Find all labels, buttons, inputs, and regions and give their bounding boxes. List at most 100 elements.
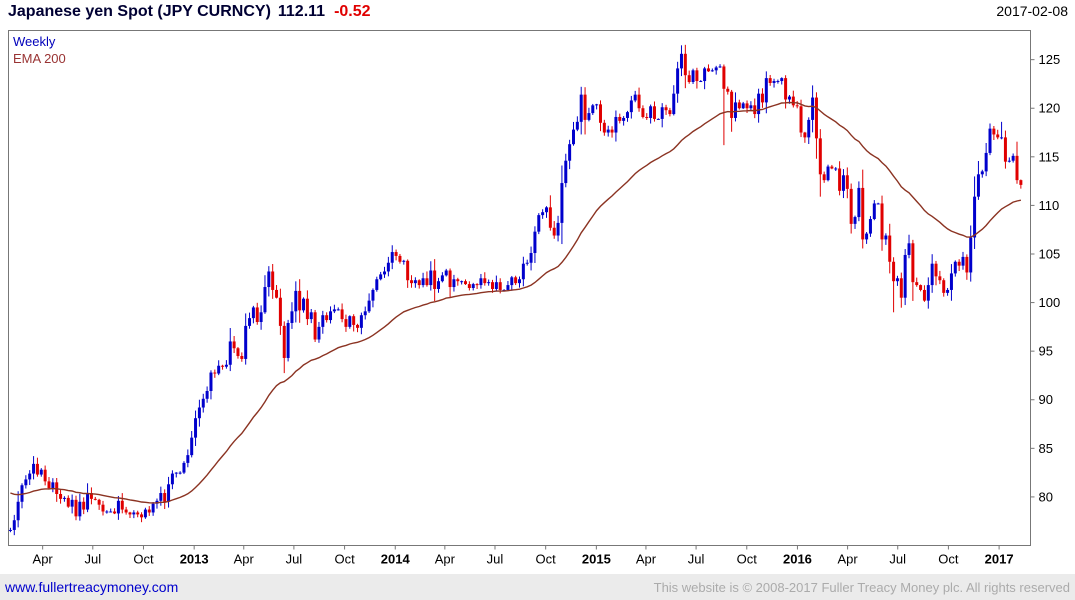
candle-body (895, 278, 899, 282)
candle-body (637, 94, 641, 109)
candle-body (263, 287, 267, 313)
candle-body (533, 231, 537, 254)
y-tick-label: 120 (1039, 101, 1061, 116)
candle-body (221, 365, 225, 367)
candle-body (294, 290, 298, 312)
candle-body (691, 70, 695, 82)
x-tick-label: Oct (938, 552, 959, 567)
candle-body (394, 252, 398, 256)
candle-body (699, 81, 703, 83)
candle-body (483, 278, 487, 284)
candle-body (695, 70, 699, 82)
candle-body (838, 168, 842, 191)
candle-body (938, 276, 942, 281)
y-tick-label: 110 (1039, 198, 1060, 213)
candle-body (560, 183, 564, 223)
candle-body (321, 315, 325, 327)
candle-body (417, 280, 421, 286)
candle-body (741, 103, 745, 109)
candle-body (861, 187, 865, 240)
candle-body (190, 437, 194, 456)
candle-body (834, 168, 838, 170)
candle-body (197, 407, 201, 419)
candle-body (136, 512, 140, 515)
chart-date: 2017-02-08 (996, 3, 1068, 19)
candlestick-series (8, 44, 1023, 536)
candle-body (880, 203, 884, 240)
candle-body (641, 108, 645, 117)
candle-body (753, 105, 757, 115)
site-link[interactable]: www.fullertreacymoney.com (5, 579, 179, 595)
candle-body (772, 81, 776, 83)
candle-body (799, 106, 803, 133)
candle-body (622, 117, 626, 121)
candle-body (47, 481, 51, 489)
candle-body (610, 129, 614, 133)
candle-body (911, 243, 915, 283)
candle-body (583, 94, 587, 120)
candle-body (421, 278, 425, 286)
candle-body (737, 102, 741, 109)
candle-body (888, 235, 892, 262)
candle-body (1019, 180, 1023, 185)
y-tick-label: 85 (1039, 441, 1053, 456)
plot-border (8, 30, 1031, 546)
candle-body (814, 97, 818, 139)
candle-body (587, 113, 591, 120)
candle-body (8, 529, 12, 531)
candle-body (629, 100, 633, 113)
candle-body (163, 493, 167, 502)
candle-body (467, 284, 471, 288)
candle-body (807, 119, 811, 138)
candle-body (217, 365, 221, 374)
candle-body (24, 479, 28, 486)
candle-body (28, 473, 32, 480)
copyright-text: This website is © 2008-2017 Fuller Treac… (653, 579, 1070, 595)
candle-body (841, 175, 845, 191)
candle-body (730, 91, 734, 118)
candle-body (726, 88, 730, 92)
candle-body (456, 279, 460, 282)
candle-body (267, 271, 271, 288)
candle-body (922, 289, 926, 301)
candle-body (595, 104, 599, 106)
candle-body (78, 501, 82, 517)
candle-body (406, 260, 410, 281)
candle-body (787, 96, 791, 100)
candle-body (764, 78, 768, 103)
candle-body (506, 285, 510, 290)
candle-body (290, 311, 294, 323)
candle-body (35, 463, 39, 475)
x-tick-label: 2015 (582, 552, 611, 567)
candle-body (159, 493, 163, 501)
candle-body (760, 93, 764, 103)
candle-body (359, 315, 363, 328)
candle-body (205, 391, 209, 399)
candle-body (43, 469, 47, 482)
candle-body (348, 316, 352, 327)
y-tick-label: 90 (1039, 392, 1053, 407)
x-tick-label: Jul (688, 552, 705, 567)
candle-body (649, 106, 653, 118)
candle-body (170, 473, 174, 485)
candle-body (332, 309, 336, 312)
y-tick-label: 95 (1039, 344, 1053, 359)
candle-body (317, 326, 321, 340)
candle-body (251, 307, 255, 319)
candle-body (668, 110, 672, 115)
candle-body (980, 171, 984, 175)
candle-body (845, 175, 849, 189)
candle-body (857, 187, 861, 218)
candle-body (710, 70, 714, 72)
candle-body (780, 78, 784, 82)
chart-legend: Weekly EMA 200 (13, 33, 66, 67)
candle-body (244, 325, 248, 359)
candle-body (518, 279, 521, 284)
candle-body (957, 261, 961, 266)
candle-body (259, 312, 263, 323)
candle-body (757, 93, 761, 115)
candle-body (660, 107, 664, 119)
candle-body (919, 285, 923, 290)
candle-body (664, 107, 668, 111)
